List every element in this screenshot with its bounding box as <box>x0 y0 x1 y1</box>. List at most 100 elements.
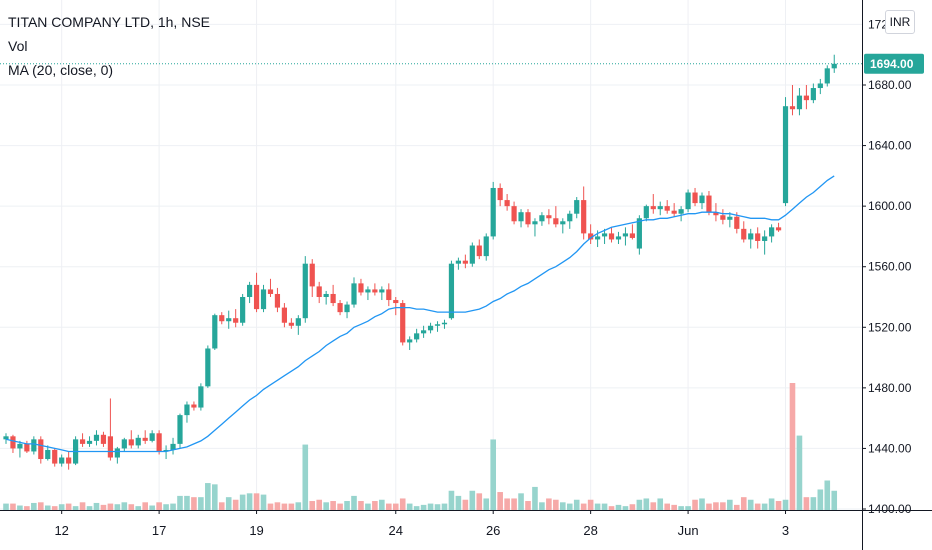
volume-bar <box>587 499 594 510</box>
volume-bar <box>191 497 197 510</box>
candle-body <box>469 245 475 264</box>
volume-bars <box>3 383 838 510</box>
volume-bar <box>79 502 86 510</box>
candle-body <box>504 200 510 207</box>
candle-body <box>434 324 441 326</box>
volume-bar <box>100 504 107 510</box>
candle-body <box>351 283 357 305</box>
volume-bar <box>184 495 190 510</box>
volume-bar <box>768 498 775 510</box>
volume-bar <box>539 502 545 510</box>
volume-bar <box>747 499 754 510</box>
x-tick-label: 12 <box>54 523 68 538</box>
candle-body <box>824 68 830 84</box>
volume-bar <box>650 502 657 510</box>
legend-volume[interactable]: Vol <box>8 38 28 54</box>
x-tick-label: 24 <box>389 523 403 538</box>
candle-body <box>421 330 427 334</box>
candle-body <box>260 289 267 310</box>
volume-bar <box>3 503 9 510</box>
volume-bar <box>288 503 295 510</box>
currency-badge[interactable]: INR <box>885 10 915 34</box>
candle-body <box>476 245 482 257</box>
volume-bar <box>831 490 838 510</box>
candle-body <box>441 322 448 325</box>
volume-bar <box>803 497 810 510</box>
candle-body <box>629 233 635 238</box>
volume-bar <box>379 499 385 510</box>
volume-bar <box>573 499 580 510</box>
volume-bar <box>483 498 490 510</box>
candle-body <box>448 263 455 319</box>
y-tick-label: 1560.00 <box>868 260 912 274</box>
candle-body <box>455 260 461 264</box>
volume-bar <box>476 493 483 510</box>
y-tick-label: 1600.00 <box>868 199 912 213</box>
volume-bar <box>622 506 629 510</box>
candle-body <box>755 233 761 241</box>
volume-bar <box>239 494 246 510</box>
candle-body <box>114 448 120 458</box>
volume-bar <box>295 502 302 510</box>
volume-bar <box>560 502 566 510</box>
candle-body <box>86 440 93 444</box>
legend-ma[interactable]: MA (20, close, 0) <box>8 62 114 78</box>
candle-body <box>212 315 218 349</box>
candle-body <box>595 236 601 240</box>
legend-title[interactable]: TITAN COMPANY LTD, 1h, NSE <box>8 14 211 30</box>
candle-body <box>789 106 796 110</box>
candle-body <box>267 289 274 294</box>
x-tick-label: 26 <box>486 523 500 538</box>
candle-body <box>741 228 747 240</box>
volume-bar <box>386 503 392 510</box>
volume-bar <box>706 503 712 510</box>
x-tick-label: 17 <box>152 523 166 538</box>
volume-bar <box>462 499 469 510</box>
candle-body <box>337 303 343 313</box>
candle-body <box>288 322 294 326</box>
candle-body <box>393 300 399 304</box>
candle-body <box>664 206 670 211</box>
candle-body <box>643 206 649 219</box>
volume-bar <box>504 498 510 510</box>
candle-body <box>782 106 789 204</box>
candle-body <box>601 233 608 237</box>
volume-bar <box>260 494 267 510</box>
candle-body <box>316 286 322 297</box>
volume-bar <box>135 506 142 510</box>
volume-bar <box>796 435 803 510</box>
grid <box>0 0 862 510</box>
candle-body <box>24 443 30 452</box>
volume-bar <box>86 506 93 510</box>
candle-body <box>636 218 642 249</box>
volume-bar <box>413 506 420 510</box>
candle-body <box>762 236 768 241</box>
y-tick-label: 1480.00 <box>868 381 912 395</box>
volume-bar <box>427 503 434 510</box>
volume-bar <box>671 504 677 510</box>
candle-body <box>817 83 823 89</box>
y-tick-label: 1440.00 <box>868 441 912 455</box>
volume-bar <box>51 506 58 510</box>
candle-body <box>135 437 141 446</box>
volume-bar <box>72 506 79 510</box>
volume-bar <box>38 502 44 510</box>
candle-body <box>191 404 197 408</box>
candle-body <box>615 236 622 240</box>
candle-body <box>281 307 287 323</box>
volume-bar <box>511 498 517 510</box>
volume-bar <box>121 502 128 510</box>
candle-body <box>17 443 23 449</box>
candle-body <box>775 227 782 231</box>
candle-body <box>414 333 420 340</box>
candle-body <box>79 439 86 444</box>
candle-body <box>274 293 281 308</box>
volume-bar <box>734 504 740 510</box>
volume-bar <box>775 501 782 510</box>
volume-bar <box>309 501 316 510</box>
candle-body <box>233 318 239 323</box>
candle-body <box>574 200 580 214</box>
volume-bar <box>330 501 336 510</box>
